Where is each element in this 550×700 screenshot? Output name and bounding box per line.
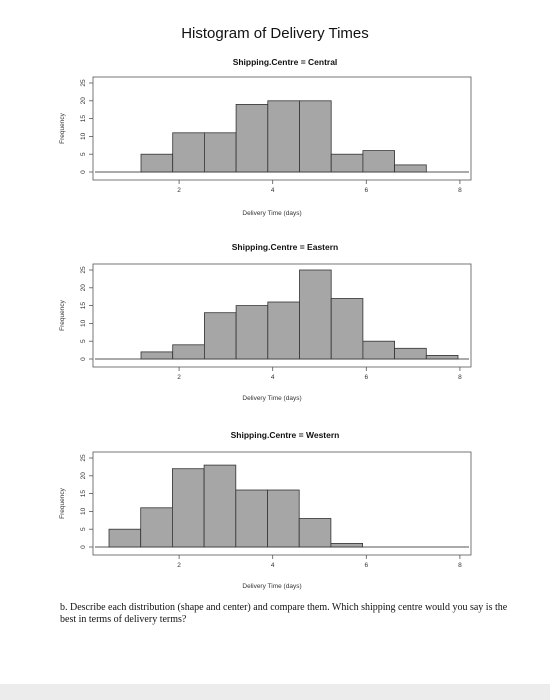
y-tick-label: 25: [80, 266, 87, 274]
y-tick-label: 0: [80, 545, 87, 549]
x-tick-label: 4: [271, 562, 275, 569]
y-tick-label: 15: [80, 115, 87, 123]
histogram-bar: [140, 507, 173, 548]
question-text: b. Describe each distribution (shape and…: [60, 602, 508, 625]
x-tick-label: 4: [271, 374, 275, 381]
plot-frame: [92, 451, 472, 556]
histogram-bar: [203, 464, 237, 548]
y-tick-label: 5: [80, 339, 87, 343]
histogram-panel-2: Shipping.Centre = Eastern 0 5 10 15 20 25 Frequ…: [59, 242, 472, 402]
panel-title: Shipping.Centre = Western: [231, 430, 340, 440]
histogram-bar: [330, 298, 364, 360]
footer-bar: [0, 684, 550, 700]
x-tick-label: 6: [364, 374, 368, 381]
x-axis-label: Delivery Time (days): [242, 210, 301, 217]
page-title: Histogram of Delivery Times: [181, 25, 369, 42]
histogram-bar: [362, 340, 395, 360]
y-axis-label: Frequency: [59, 112, 66, 143]
histogram-bar: [267, 489, 300, 548]
y-tick-label: 15: [80, 490, 87, 498]
histogram-panel-3: Shipping.Centre = Western 0 5 10 15 20 25 Frequ…: [59, 430, 472, 590]
y-tick-label: 10: [80, 132, 87, 140]
histogram-bar: [235, 104, 269, 173]
x-axis-label: Delivery Time (days): [242, 395, 301, 402]
x-tick-label: 8: [458, 187, 462, 194]
y-tick-label: 0: [80, 357, 87, 361]
y-tick-label: 25: [80, 454, 87, 462]
x-tick-label: 2: [177, 187, 181, 194]
y-tick-label: 15: [80, 302, 87, 310]
histogram-bar: [267, 100, 300, 173]
y-tick-label: 10: [80, 319, 87, 327]
y-tick-label: 20: [80, 472, 87, 480]
histogram-bar: [394, 164, 427, 173]
histogram-bar: [298, 518, 332, 548]
x-tick-label: 8: [458, 374, 462, 381]
panel-title: Shipping.Centre = Central: [233, 57, 338, 67]
y-tick-label: 5: [80, 527, 87, 531]
y-axis-label: Frequency: [59, 487, 66, 518]
x-tick-label: 4: [271, 187, 275, 194]
panel-title: Shipping.Centre = Eastern: [232, 242, 339, 252]
histogram-bar: [172, 344, 205, 360]
histogram-bar: [108, 528, 142, 548]
x-tick-label: 6: [364, 562, 368, 569]
plot-frame: [92, 76, 472, 181]
histogram-bar: [394, 347, 427, 360]
y-tick-label: 5: [80, 152, 87, 156]
histogram-bar: [140, 153, 174, 173]
histogram-bar: [203, 312, 237, 360]
histogram-bar: [172, 132, 205, 173]
histogram-bar: [362, 150, 395, 173]
histogram-bar: [330, 153, 364, 173]
histogram-bar: [235, 305, 269, 360]
histogram-bar: [140, 351, 174, 360]
y-tick-label: 20: [80, 97, 87, 105]
x-axis-label: Delivery Time (days): [242, 583, 301, 590]
x-tick-label: 2: [177, 562, 181, 569]
x-tick-label: 6: [364, 187, 368, 194]
y-tick-label: 25: [80, 79, 87, 87]
x-tick-label: 2: [177, 374, 181, 381]
histogram-bar: [299, 269, 332, 360]
histogram-bar: [330, 543, 363, 548]
y-axis-label: Frequency: [59, 299, 66, 330]
histogram-bar: [171, 468, 205, 548]
y-tick-label: 0: [80, 170, 87, 174]
histogram-bar: [267, 301, 300, 360]
plot-frame: [92, 263, 472, 368]
histogram-bar: [299, 100, 332, 173]
y-tick-label: 20: [80, 284, 87, 292]
histogram-panel-1: Shipping.Centre = Central 0 5 10 15 20 25 Frequ…: [59, 57, 472, 217]
histogram-bar: [425, 354, 459, 360]
x-tick-label: 8: [458, 562, 462, 569]
histogram-bar: [203, 132, 237, 173]
histogram-bar: [235, 489, 268, 548]
y-tick-label: 10: [80, 507, 87, 515]
